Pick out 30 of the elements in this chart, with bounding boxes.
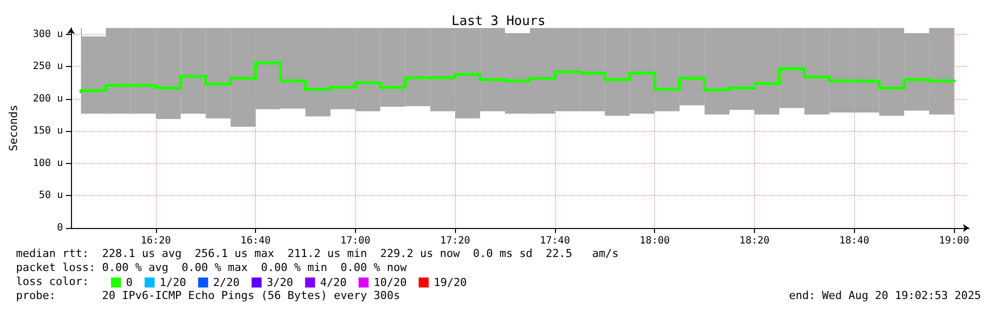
legend-label: 19/20 [434,276,467,289]
legend-label: 3/20 [266,276,294,289]
y-tick-label: 200 u [32,93,63,104]
x-tick-label: 16:20 [140,236,171,246]
text: median rtt: 228.1 us avg 256.1 us max 211.2 us min 229.2 us now 0.0 ms sd 22.5 am/s [16,247,619,260]
legend-label: 1/20 [160,276,186,289]
x-tick-label: 18:40 [839,236,870,246]
y-tick-label: 250 u [32,61,63,72]
x-tick-label: 17:20 [440,236,470,246]
legend-label: 4/20 [320,276,347,289]
text: probe: 20 IPv6-ICMP Echo Pings (56 Bytes) every 300s [16,289,400,302]
x-tick-label: 18:00 [640,236,670,246]
legend-label: 0 [126,276,133,289]
y-tick-label: 0 [56,222,63,234]
text: packet loss: 0.00 % avg 0.00 % max 0.00 % min 0.00 % now [16,261,408,274]
x-tick-label: 18:20 [739,236,770,246]
text: end: Wed Aug 20 19:02:53 2025 [788,289,982,302]
y-axis-title: Seconds [7,104,20,152]
x-tick-label: 17:40 [540,236,570,246]
legend-label: 10/20 [374,276,407,289]
x-tick-label: 16:40 [240,236,271,246]
chart-title: Last 3 Hours [452,14,546,29]
legend-label: 2/20 [213,276,240,289]
y-tick-label: 50 u [38,190,63,202]
y-tick-label: 100 u [32,158,63,169]
y-tick-label: 300 u [32,28,63,40]
x-tick-label: 19:00 [938,236,970,246]
y-tick-label: 150 u [32,126,63,137]
legend-title: loss color: [16,275,89,288]
x-tick-label: 17:00 [340,236,370,246]
